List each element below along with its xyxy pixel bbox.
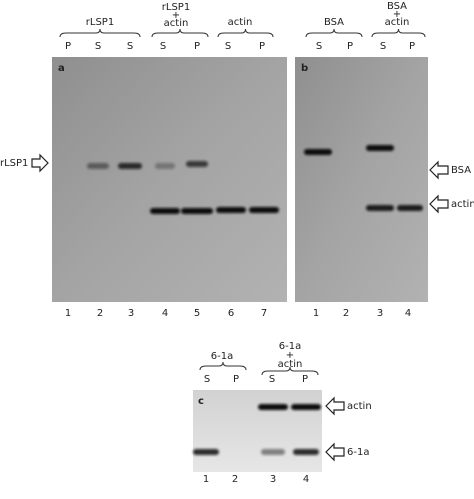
- lane-label: S: [95, 41, 101, 52]
- marker-label: actin: [451, 199, 474, 210]
- lane-number: 1: [203, 474, 209, 485]
- lane-number: 4: [162, 308, 168, 319]
- panel-letter: a: [58, 63, 65, 74]
- lane-label: P: [194, 41, 200, 52]
- gel-panel: [52, 57, 287, 302]
- band: [304, 149, 332, 155]
- marker-label: 6-1a: [347, 447, 369, 458]
- gel-panel: [295, 57, 428, 302]
- band: [366, 145, 394, 151]
- lane-number: 1: [313, 308, 319, 319]
- lane-label: P: [409, 41, 415, 52]
- marker-arrow: [31, 153, 49, 173]
- band: [216, 207, 246, 213]
- brace: [199, 361, 247, 371]
- brace: [371, 28, 426, 38]
- group-label: rLSP1: [162, 2, 190, 13]
- gel-panel: [193, 390, 322, 472]
- marker-label: BSA: [451, 165, 471, 176]
- brace: [305, 28, 363, 38]
- marker-label: actin: [347, 401, 372, 412]
- lane-number: 2: [97, 308, 103, 319]
- lane-label: S: [204, 374, 210, 385]
- group-label: +: [286, 350, 294, 361]
- lane-number: 4: [303, 474, 309, 485]
- lane-label: S: [225, 41, 231, 52]
- group-label: actin: [385, 17, 410, 28]
- group-label: 6-1a: [279, 341, 301, 352]
- band: [186, 161, 208, 167]
- group-label: BSA: [324, 17, 344, 28]
- lane-label: P: [347, 41, 353, 52]
- panel-letter: b: [301, 63, 308, 74]
- band: [118, 163, 142, 169]
- brace: [59, 28, 141, 38]
- group-label: 6-1a: [211, 351, 233, 362]
- lane-label: P: [65, 41, 71, 52]
- group-label: actin: [164, 18, 189, 29]
- lane-label: S: [160, 41, 166, 52]
- lane-number: 6: [228, 308, 234, 319]
- lane-number: 2: [343, 308, 349, 319]
- brace: [217, 28, 274, 38]
- marker-arrow: [429, 160, 449, 180]
- band: [397, 205, 423, 211]
- lane-label: P: [259, 41, 265, 52]
- panel-letter: c: [198, 396, 204, 407]
- band: [293, 449, 319, 455]
- band: [150, 208, 180, 214]
- lane-number: 4: [405, 308, 411, 319]
- lane-label: P: [302, 374, 308, 385]
- lane-number: 1: [65, 308, 71, 319]
- band: [155, 163, 175, 169]
- brace: [261, 366, 319, 376]
- lane-number: 7: [261, 308, 267, 319]
- group-label: +: [393, 9, 401, 20]
- lane-label: S: [316, 41, 322, 52]
- band: [193, 449, 219, 455]
- lane-label: P: [233, 374, 239, 385]
- lane-label: S: [269, 374, 275, 385]
- lane-number: 2: [232, 474, 238, 485]
- marker-label: rLSP1: [0, 158, 28, 169]
- brace: [151, 28, 209, 38]
- band: [181, 208, 213, 214]
- lane-number: 3: [128, 308, 134, 319]
- lane-number: 5: [194, 308, 200, 319]
- band: [258, 404, 288, 410]
- band: [291, 404, 321, 410]
- group-label: BSA: [387, 1, 407, 12]
- group-label: actin: [228, 17, 253, 28]
- group-label: +: [172, 10, 180, 21]
- band: [261, 449, 285, 455]
- band: [249, 207, 279, 213]
- marker-arrow: [325, 442, 345, 462]
- lane-number: 3: [377, 308, 383, 319]
- lane-label: S: [380, 41, 386, 52]
- marker-arrow: [325, 396, 345, 416]
- group-label: rLSP1: [86, 17, 114, 28]
- lane-number: 3: [270, 474, 276, 485]
- lane-label: S: [127, 41, 133, 52]
- band: [366, 205, 394, 211]
- marker-arrow: [429, 194, 449, 214]
- group-label: actin: [278, 359, 303, 370]
- band: [87, 163, 109, 169]
